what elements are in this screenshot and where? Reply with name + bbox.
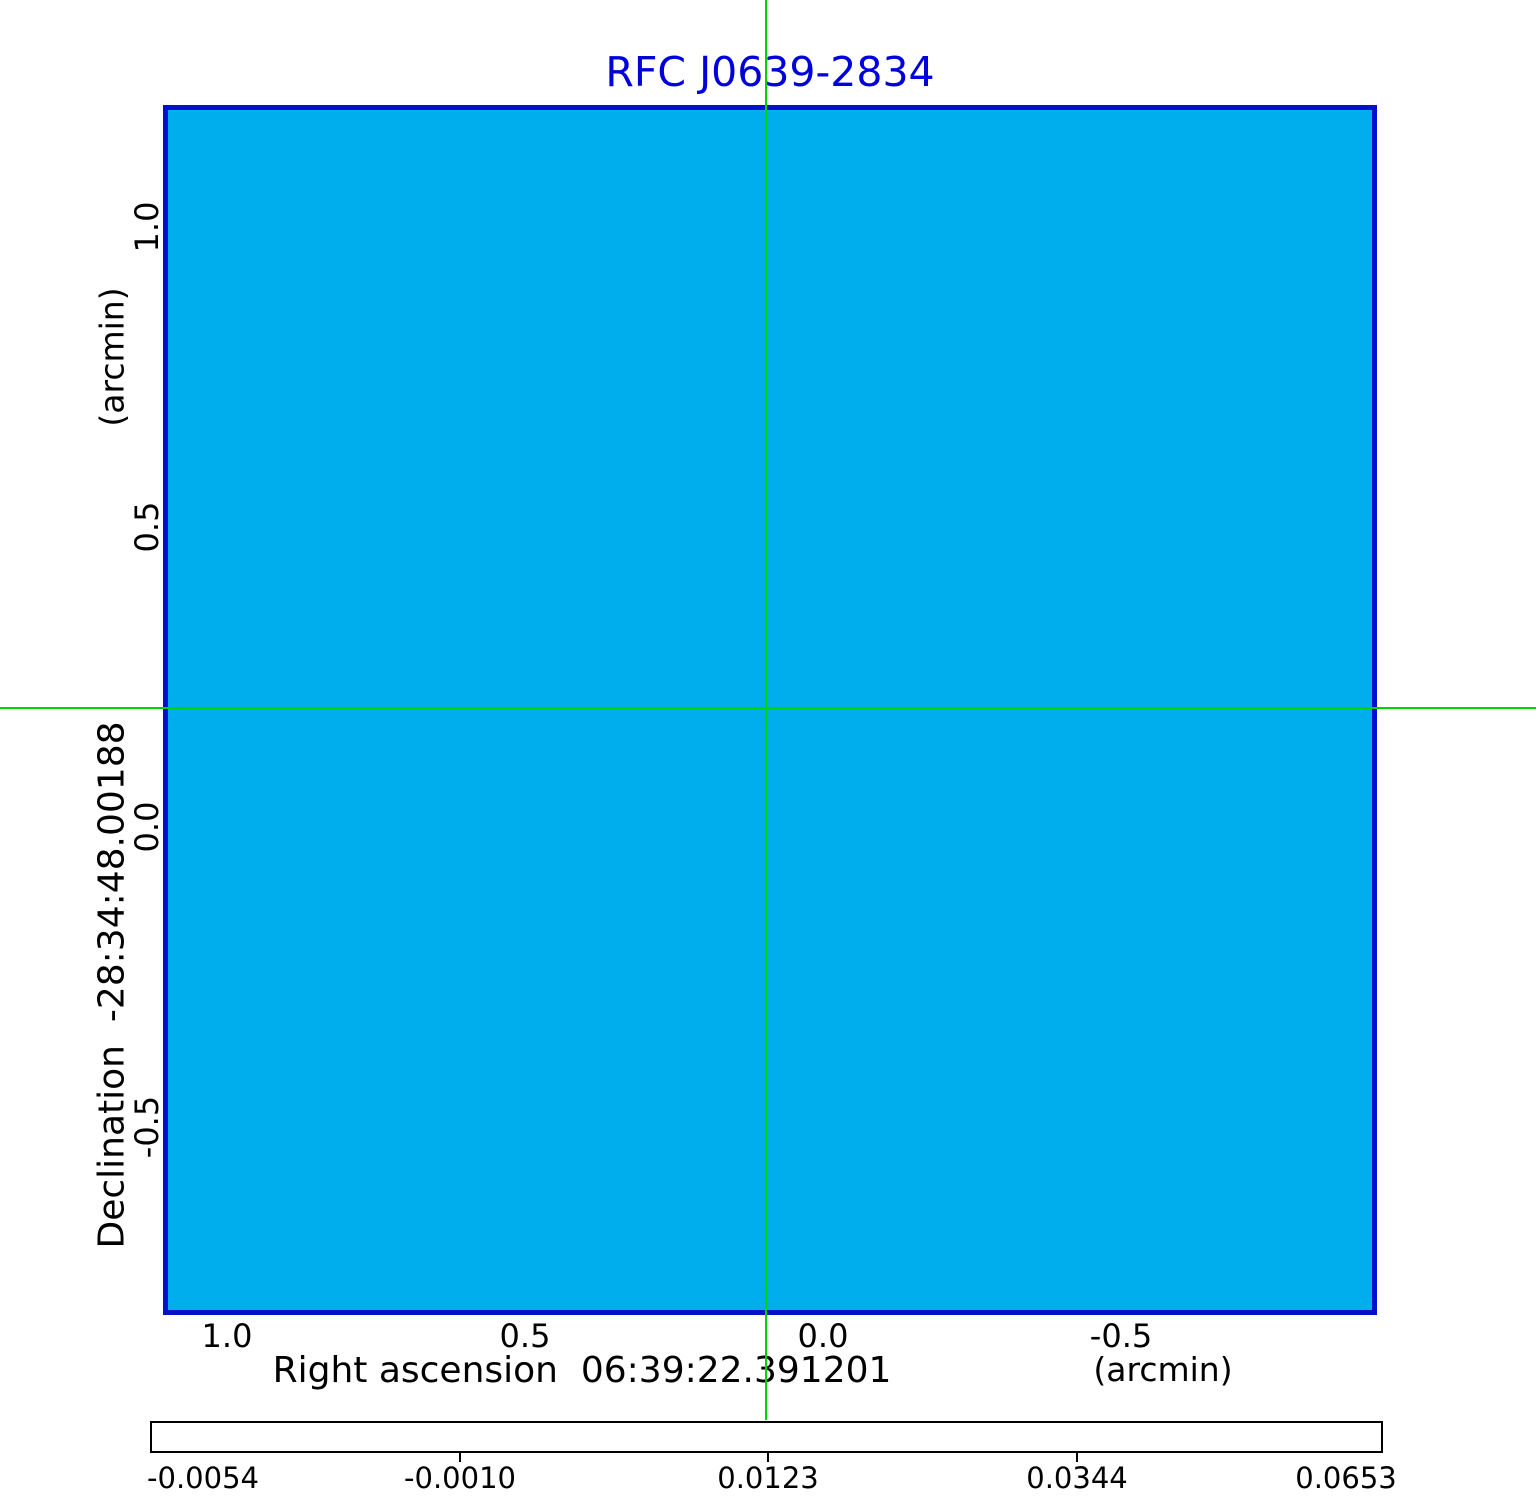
colorbar xyxy=(150,1421,1383,1453)
colorbar-tick-label: 0.0344 xyxy=(1026,1461,1128,1495)
colorbar-tick xyxy=(1076,1453,1078,1462)
page-title: RFC J0639-2834 xyxy=(605,48,935,96)
colorbar-tick-label: 0.0123 xyxy=(717,1461,819,1495)
x-tick-label: -0.5 xyxy=(1089,1317,1153,1355)
y-axis-title: Declination -28:34:48.00188 xyxy=(91,721,133,1249)
y-tick-label: 1.0 xyxy=(128,201,166,253)
x-axis-unit-label: (arcmin) xyxy=(1093,1350,1233,1389)
colorbar-gradient xyxy=(152,1423,1381,1451)
colorbar-tick-label: -0.0010 xyxy=(404,1461,516,1495)
crosshair-horizontal-line xyxy=(0,707,1536,709)
crosshair-vertical-line xyxy=(765,0,767,1420)
colorbar-tick-label: 0.0653 xyxy=(1295,1461,1397,1495)
colorbar-tick xyxy=(459,1453,461,1462)
y-axis-unit-label: (arcmin) xyxy=(92,287,132,427)
x-axis-title: Right ascension 06:39:22.391201 xyxy=(272,1350,892,1391)
x-tick-label: 1.0 xyxy=(201,1317,253,1355)
heatmap-canvas xyxy=(168,110,1372,1310)
colorbar-tick xyxy=(767,1453,769,1462)
colorbar-tick-label: -0.0054 xyxy=(147,1461,259,1495)
y-tick-label: -0.5 xyxy=(128,1095,166,1159)
y-tick-label: 0.0 xyxy=(128,801,166,853)
x-tick-label: 0.0 xyxy=(797,1317,849,1355)
y-tick-label: 0.5 xyxy=(128,501,166,553)
x-tick-label: 0.5 xyxy=(499,1317,551,1355)
sky-map-plot xyxy=(163,105,1377,1315)
